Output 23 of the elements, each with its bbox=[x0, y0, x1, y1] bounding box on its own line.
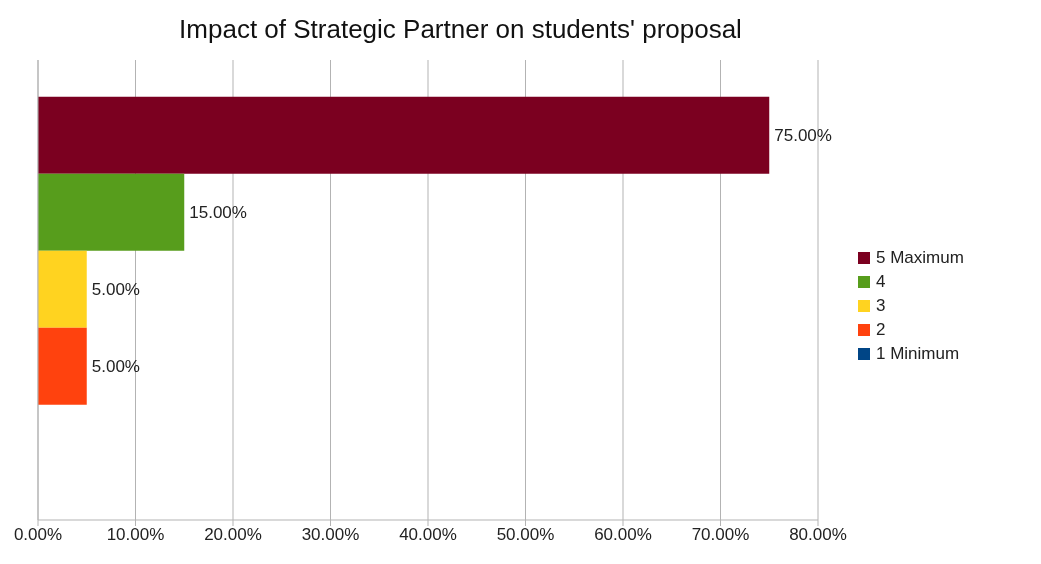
x-tick-label: 10.00% bbox=[106, 525, 165, 545]
legend-label: 2 bbox=[876, 319, 886, 341]
x-tick-label: 70.00% bbox=[691, 525, 750, 545]
x-tick-label: 40.00% bbox=[399, 525, 457, 545]
x-tick-label: 80.00% bbox=[789, 525, 847, 545]
bar bbox=[38, 96, 770, 174]
x-tick-label: 20.00% bbox=[204, 525, 262, 545]
legend-label: 4 bbox=[876, 271, 886, 293]
data-label: 5.00% bbox=[91, 357, 140, 377]
legend-label: 1 Minimum bbox=[876, 343, 960, 365]
data-label: 15.00% bbox=[189, 203, 247, 223]
bar bbox=[38, 250, 87, 328]
x-tick-label: 50.00% bbox=[496, 525, 555, 545]
bar bbox=[38, 327, 87, 405]
x-tick-label: 0.00% bbox=[13, 525, 63, 545]
legend-label: 3 bbox=[876, 295, 886, 317]
legend-label: 5 Maximum bbox=[876, 247, 964, 269]
x-tick-label: 30.00% bbox=[301, 525, 360, 545]
data-label: 75.00% bbox=[774, 126, 832, 146]
data-label: 5.00% bbox=[91, 280, 140, 300]
chart-title: Impact of Strategic Partner on students' proposal bbox=[178, 13, 743, 46]
x-tick-label: 60.00% bbox=[594, 525, 652, 545]
bar bbox=[38, 173, 185, 251]
